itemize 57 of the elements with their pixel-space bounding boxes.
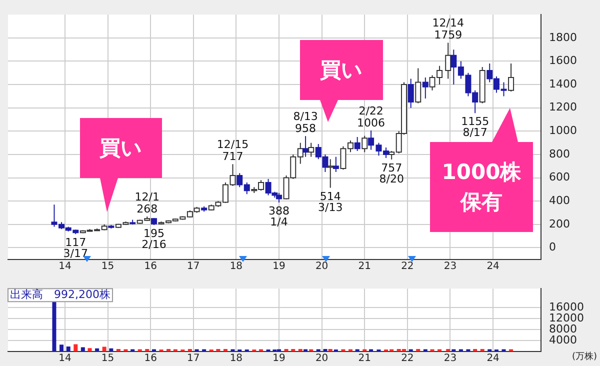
y-tick-label: 16000 [549, 300, 584, 314]
annotation: 757 8/20 [379, 162, 404, 186]
x-tick-label: 21 [358, 352, 371, 364]
y-tick-label: 600 [549, 170, 570, 184]
x-tick-label: 14 [58, 260, 72, 272]
annotation: 8/13 958 [293, 110, 318, 136]
annotation: 買い [80, 118, 162, 178]
x-tick-label: 15 [101, 352, 114, 364]
x-tick-label: 18 [230, 352, 243, 364]
x-tick-label: 21 [358, 260, 371, 272]
bar [88, 348, 92, 352]
x-tick-label: 18 [230, 260, 243, 272]
x-tick-label: 19 [272, 352, 286, 364]
x-tick-label: 22 [401, 260, 414, 272]
bar [60, 344, 64, 352]
x-tick-label: 24 [486, 260, 500, 272]
x-tick-label: 20 [315, 352, 328, 364]
x-tick-label: 16 [144, 352, 157, 364]
annotation: 1155 8/17 [461, 115, 490, 140]
x-tick-label: 15 [101, 260, 114, 272]
y-tick-label: 1000 [549, 124, 577, 138]
x-tick-label: 23 [444, 352, 457, 364]
x-tick-label: 17 [187, 352, 200, 364]
annotation: 1000株保有 [430, 142, 533, 232]
y-tick-label: 400 [549, 194, 570, 207]
x-tick-label: 22 [401, 352, 414, 364]
chart-title: 出来高 992,200株 [10, 288, 110, 301]
y-tick-label: 1800 [549, 30, 577, 44]
annotation: 514 3/13 [318, 190, 343, 214]
y-tick-label: 0 [549, 240, 556, 254]
annotation: 2/22 1006 [357, 104, 386, 130]
y-tick-label: 12000 [549, 311, 584, 324]
y-tick-label: 200 [549, 217, 570, 230]
x-tick-label: 19 [272, 260, 286, 272]
bar [66, 346, 70, 352]
x-tick-label: 17 [187, 260, 200, 272]
y-tick-label: 4000 [549, 333, 577, 346]
x-tick-label: 20 [315, 260, 328, 272]
y-tick-label: 800 [549, 147, 570, 160]
bar [74, 344, 78, 352]
bar [52, 300, 56, 352]
x-tick-label: 24 [486, 352, 500, 364]
annotation: 買い [300, 40, 383, 100]
annotation: 195 2/16 [142, 227, 166, 252]
x-tick-label: 16 [144, 260, 157, 272]
y-tick-label: 1400 [549, 77, 577, 90]
y-tick-label: 8000 [549, 322, 577, 336]
annotation: 117 3/17 [63, 236, 88, 260]
y-tick-label: 1200 [549, 100, 577, 114]
x-tick-label: 14 [58, 352, 72, 364]
y-tick-label: 1600 [549, 54, 577, 68]
x-tick-label: 23 [444, 260, 457, 272]
annotation: 388 1/4 [268, 204, 290, 229]
y-axis-title: (万株) [572, 351, 597, 362]
annotation: 12/15 717 [216, 138, 249, 164]
annotation: 12/1 268 [134, 190, 160, 216]
annotation: 12/14 1759 [432, 16, 464, 42]
